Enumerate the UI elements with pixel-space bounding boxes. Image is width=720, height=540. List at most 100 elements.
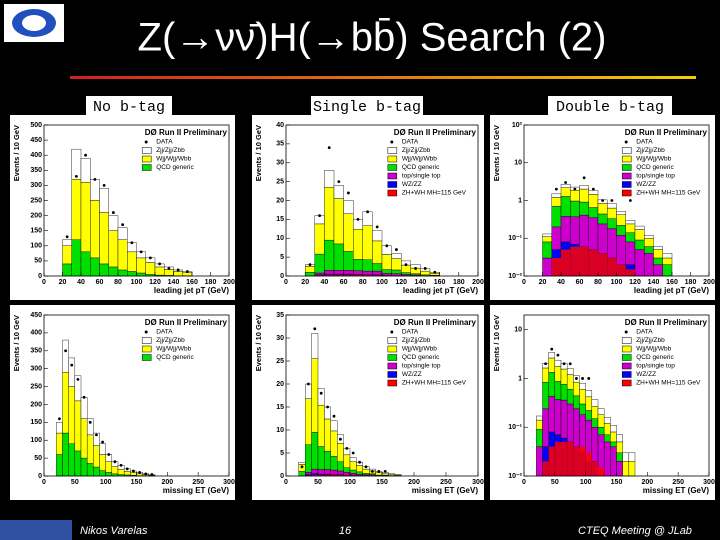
histogram-bar xyxy=(597,427,605,435)
histogram-bar xyxy=(388,473,395,475)
data-point xyxy=(364,465,368,469)
y-tick-label: 150 xyxy=(30,419,42,426)
signal-bar xyxy=(591,461,598,476)
histogram-bar xyxy=(566,374,574,390)
histogram-bar xyxy=(634,249,645,277)
histogram-bar xyxy=(71,148,82,180)
histogram-bar xyxy=(554,399,562,435)
histogram-bar xyxy=(62,239,72,246)
histogram-bar xyxy=(548,352,556,359)
y-tick-label: 300 xyxy=(30,366,42,373)
histogram-bar xyxy=(566,368,574,375)
data-point xyxy=(70,363,74,367)
data-point xyxy=(345,447,349,450)
y-tick-label: 5 xyxy=(280,254,284,261)
histogram-bar xyxy=(68,443,76,477)
histogram-bar xyxy=(607,218,617,229)
x-tick-label: 100 xyxy=(580,479,592,486)
histogram-bar xyxy=(362,259,373,272)
y-axis-label: Events / 10 GeV xyxy=(12,125,21,181)
x-tick-label: 60 xyxy=(96,279,104,286)
histogram-bar xyxy=(625,223,636,233)
histogram-bar xyxy=(343,213,354,252)
legend-swatch xyxy=(387,354,398,361)
histogram-bar xyxy=(362,468,370,474)
data-point xyxy=(101,440,104,444)
histogram-bar xyxy=(333,185,344,199)
x-tick-label: 50 xyxy=(551,479,559,486)
histogram-bar xyxy=(560,368,568,385)
legend-swatch xyxy=(387,164,398,171)
histogram-bar xyxy=(548,357,556,373)
x-tick-label: 80 xyxy=(359,279,367,286)
histogram-bar xyxy=(610,431,617,443)
y-tick-label: 40 xyxy=(276,122,284,129)
histogram-bar xyxy=(588,207,599,218)
signal-bar xyxy=(625,269,635,276)
histogram-bar xyxy=(554,366,562,382)
histogram-bar xyxy=(579,188,589,203)
histogram-bar xyxy=(662,253,673,259)
data-point xyxy=(385,244,389,248)
x-tick-label: 100 xyxy=(131,279,143,286)
data-point xyxy=(113,460,117,464)
x-tick-label: 100 xyxy=(376,279,388,286)
legend-swatch xyxy=(141,147,152,154)
histogram-bar xyxy=(324,239,335,271)
histogram-bar xyxy=(164,269,174,276)
histogram-bar xyxy=(127,251,137,272)
histogram-bar xyxy=(362,211,373,226)
histogram-bar xyxy=(570,200,580,218)
y-tick-label: 10 xyxy=(276,427,284,434)
legend-label: Zjj/Zjj/Zbb xyxy=(156,337,185,344)
data-point xyxy=(132,469,135,473)
signal-bar xyxy=(573,446,580,476)
histogram-bar xyxy=(644,246,654,254)
column-label-bg xyxy=(86,96,172,116)
histogram-bar xyxy=(616,441,623,453)
x-tick-label: 60 xyxy=(576,279,584,286)
y-tick-label: 25 xyxy=(276,358,284,365)
signal-bar xyxy=(579,246,589,276)
y-tick-label: 10² xyxy=(512,122,523,129)
histogram-bar xyxy=(401,264,412,273)
legend-swatch xyxy=(141,164,152,171)
histogram-bar xyxy=(90,257,100,277)
histogram-bar xyxy=(597,203,608,215)
chart: 0 5 10 15 20 25 30 35 40 0 20 40 60 80 100 120 140 160 180… xyxy=(252,115,484,300)
data-point xyxy=(575,377,578,380)
histogram-bar xyxy=(86,418,94,436)
x-tick-label: 150 xyxy=(376,479,388,486)
x-tick-label: 80 xyxy=(594,279,602,286)
histogram-bar xyxy=(324,469,331,475)
histogram-bar xyxy=(597,223,608,254)
legend-swatch xyxy=(387,172,398,180)
data-point xyxy=(150,473,154,476)
histogram-bar xyxy=(362,225,373,260)
histogram-bar xyxy=(356,473,363,476)
histogram-bar xyxy=(108,230,119,268)
data-point xyxy=(366,210,369,214)
histogram-bar xyxy=(536,429,543,447)
legend-title: DØ Run II Preliminary xyxy=(145,318,228,327)
data-point xyxy=(544,362,547,366)
data-point xyxy=(358,460,361,464)
legend-title: DØ Run II Preliminary xyxy=(625,128,708,137)
x-tick-label: 250 xyxy=(672,479,684,486)
histogram-bar xyxy=(551,206,562,228)
histogram-bar xyxy=(108,215,119,231)
data-point xyxy=(423,267,427,270)
x-tick-label: 180 xyxy=(685,279,697,286)
legend-swatch xyxy=(621,189,632,197)
x-tick-label: 80 xyxy=(114,279,122,286)
x-tick-label: 20 xyxy=(301,279,309,286)
x-tick-label: 140 xyxy=(168,279,180,286)
histogram-bar xyxy=(548,396,556,433)
histogram-bar xyxy=(356,465,363,473)
legend-swatch xyxy=(621,155,632,163)
data-point xyxy=(76,378,80,381)
data-point xyxy=(158,262,162,266)
histogram-bar xyxy=(314,272,325,276)
data-point xyxy=(144,472,148,476)
column-label-bg xyxy=(548,96,672,116)
